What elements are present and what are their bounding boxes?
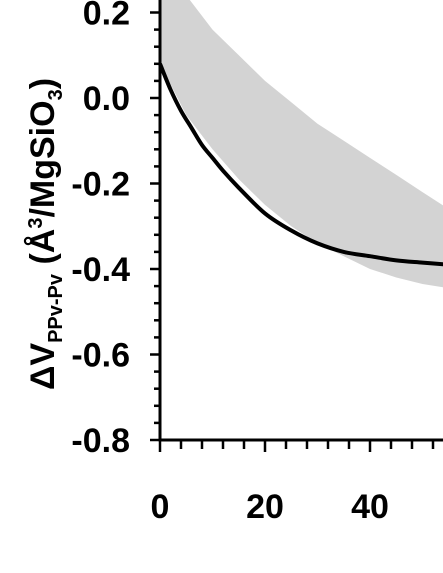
y-tick-label: 0.2 (83, 0, 130, 33)
y-tick-label: -0.2 (71, 166, 130, 204)
minor-ticks-x (158, 440, 435, 452)
x-tick-labels: 0 20 40 (151, 488, 389, 526)
x-tick-label: 40 (351, 488, 389, 526)
y-tick-labels: 0.2 0.0 -0.2 -0.4 -0.6 -0.8 (71, 0, 130, 460)
plot-area: 0.2 0.0 -0.2 -0.4 -0.6 -0.8 0 20 40 (71, 0, 443, 526)
y-tick-label: -0.6 (71, 337, 130, 375)
uncertainty-band (160, 0, 443, 288)
y-tick-label: -0.4 (71, 251, 130, 289)
x-tick-label: 0 (151, 488, 170, 526)
y-tick-label: -0.8 (71, 422, 130, 460)
x-tick-label: 20 (246, 488, 284, 526)
y-axis-label: ΔVPPv-Pv (Å3/MgSiO3) (24, 78, 67, 390)
data-line (158, 63, 443, 267)
y-tick-label: 0.0 (83, 80, 130, 118)
